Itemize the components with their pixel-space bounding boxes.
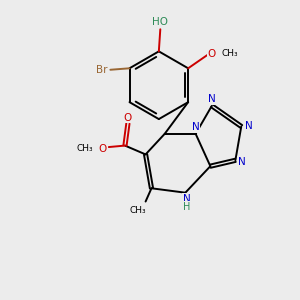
Text: O: O — [99, 143, 107, 154]
Text: HO: HO — [152, 17, 168, 27]
Text: CH₃: CH₃ — [77, 144, 94, 153]
Text: N: N — [245, 122, 253, 131]
Text: O: O — [124, 112, 132, 123]
Text: N: N — [192, 122, 200, 132]
Text: CH₃: CH₃ — [221, 49, 238, 58]
Text: N: N — [183, 194, 191, 204]
Text: O: O — [208, 49, 216, 58]
Text: Br: Br — [96, 65, 108, 75]
Text: H: H — [183, 202, 190, 212]
Text: N: N — [238, 157, 246, 167]
Text: CH₃: CH₃ — [130, 206, 146, 215]
Text: N: N — [208, 94, 216, 104]
